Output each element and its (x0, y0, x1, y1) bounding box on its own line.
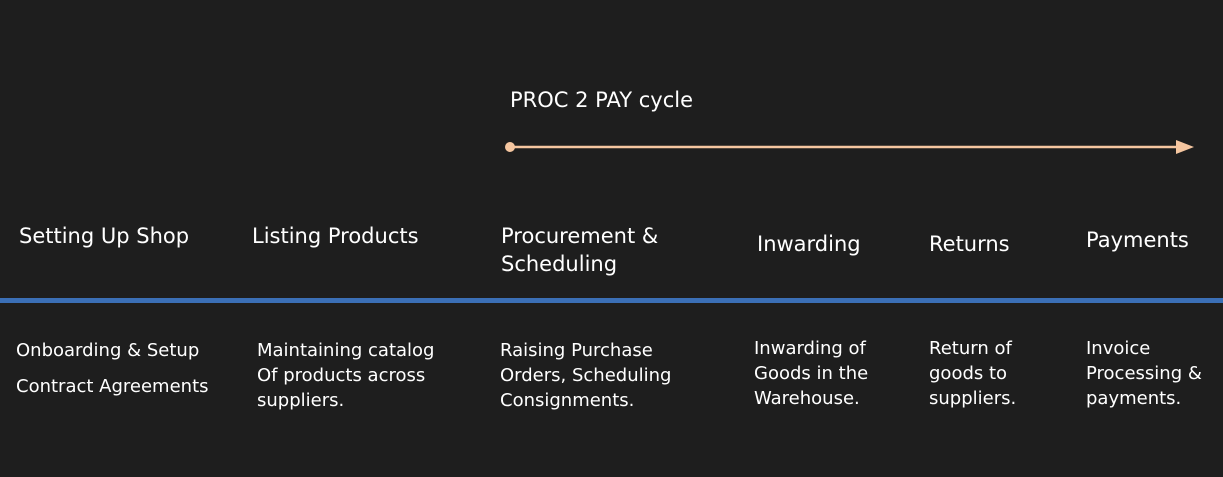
stage-description-line: Orders, Scheduling (500, 365, 672, 386)
stage-title-payments: Payments (1086, 226, 1189, 254)
stage-description-line: suppliers. (929, 388, 1017, 409)
stage-description-line: goods to (929, 363, 1008, 384)
stage-description-payments: Invoice Processing & payments. (1086, 336, 1202, 411)
stage-description-inwarding: Inwarding of Goods in the Warehouse. (754, 336, 868, 411)
stage-description-line: Consignments. (500, 390, 635, 411)
stage-title-line: Returns (929, 232, 1010, 256)
stage-description-returns: Return of goods to suppliers. (929, 336, 1016, 411)
stage-description-line: Maintaining catalog (257, 340, 435, 361)
proc2pay-cycle-label: PROC 2 PAY cycle (510, 88, 693, 112)
stage-description-line: Inwarding of (754, 338, 866, 359)
stage-title-line: Scheduling (501, 252, 618, 276)
arrow-head (1176, 140, 1194, 154)
stage-title-procurement-scheduling: Procurement & Scheduling (501, 222, 658, 278)
stage-description-line: Raising Purchase (500, 340, 653, 361)
stage-title-line: Payments (1086, 228, 1189, 252)
stage-description-line: Goods in the (754, 363, 869, 384)
stage-description-listing-products: Maintaining catalog Of products across s… (257, 338, 434, 413)
stage-title-inwarding: Inwarding (757, 230, 861, 258)
stage-description-line: Of products across (257, 365, 426, 386)
stage-description-line: Warehouse. (754, 388, 860, 409)
stage-description-line: Processing & (1086, 363, 1202, 384)
stage-title-line: Inwarding (757, 232, 861, 256)
proc2pay-cycle-arrow (505, 140, 1194, 154)
stage-title-returns: Returns (929, 230, 1010, 258)
stage-title-line: Procurement & (501, 224, 659, 248)
stage-description-line: Invoice (1086, 338, 1151, 359)
stage-title-setting-up-shop: Setting Up Shop (19, 222, 189, 250)
stage-title-line: Setting Up Shop (19, 224, 190, 248)
stage-title-listing-products: Listing Products (252, 222, 419, 250)
stage-title-line: Listing Products (252, 224, 419, 248)
stage-description-line: payments. (1086, 388, 1182, 409)
stage-description-line: Contract Agreements (16, 376, 209, 397)
stage-description-setting-up-shop: Onboarding & Setup Contract Agreements (16, 338, 209, 399)
stage-description-line: suppliers. (257, 390, 345, 411)
stage-description-line: Onboarding & Setup (16, 340, 200, 361)
stage-description-procurement-scheduling: Raising Purchase Orders, Scheduling Cons… (500, 338, 671, 413)
timeline-divider (0, 298, 1223, 303)
stage-description-line: Return of (929, 338, 1012, 359)
